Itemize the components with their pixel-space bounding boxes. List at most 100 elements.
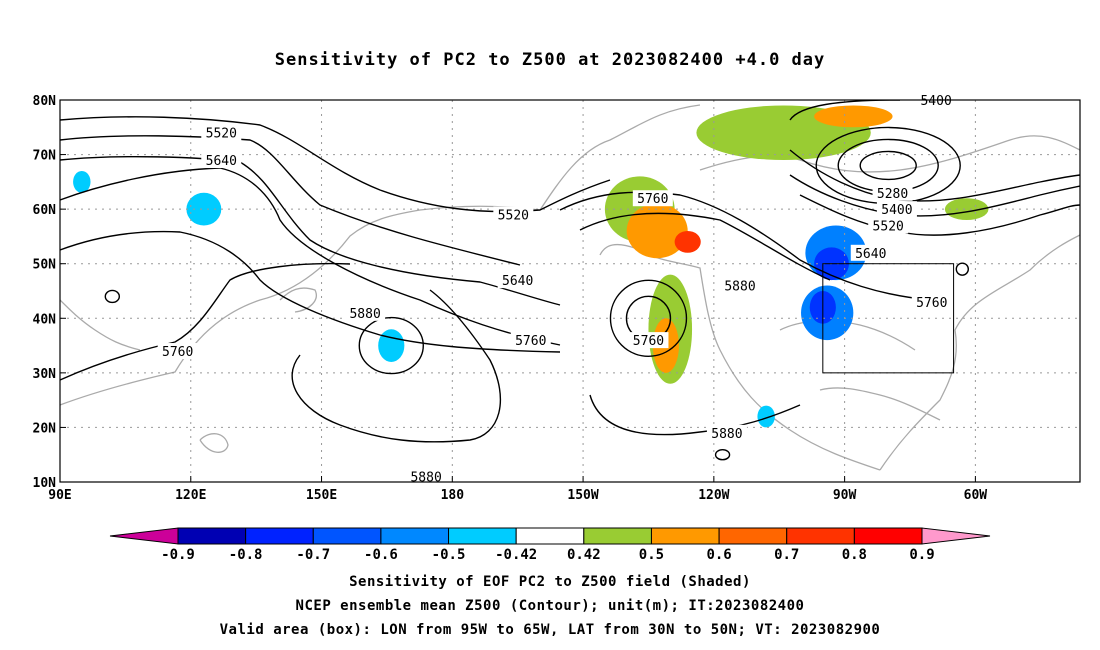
z500-contour-12 [589,394,801,436]
coastline-7 [279,287,317,313]
colorbar-tick-9: 0.7 [774,547,799,563]
map-title: Sensitivity of PC2 to Z500 at 2023082400… [274,50,826,70]
colorbar-tick-2: -0.7 [296,547,330,563]
coastline-5 [60,299,141,351]
contour-label-bg-7 [406,468,447,485]
contour-label-bg-3 [497,272,538,289]
coastline-3 [879,234,1080,471]
contour-label-bg-0 [201,124,242,141]
lon-tick-label-150W: 150W [567,488,598,503]
colorbar-tick-7: 0.5 [639,547,664,563]
z500-contour-7 [579,212,831,281]
colorbar-segment-0 [177,527,247,545]
z500-closed-contour-8 [714,449,731,461]
lon-tick-label-60W: 60W [964,488,988,503]
contour-layer [60,100,1080,461]
lat-tick-label-60N: 60N [33,203,57,218]
lat-tick-label-40N: 40N [33,312,57,327]
z500-closed-contour-6 [104,289,121,304]
colorbar-segment-9 [786,527,855,545]
colorbar-high-triangle [921,527,991,545]
coastline-0 [60,205,541,406]
colorbar-segment-8 [718,527,788,545]
z500-closed-contour-5 [358,316,424,375]
z500-contour-13 [291,289,502,443]
contour-label-11: 5880 [711,427,742,442]
colorbar-segment-5 [515,527,585,545]
lat-tick-label-70N: 70N [33,149,57,164]
z500-closed-contour-4 [609,279,688,357]
contour-label-5: 5760 [515,334,546,349]
contour-label-bg-15 [868,217,909,234]
lon-tick-label-150E: 150E [306,488,337,503]
colorbar-tick-8: 0.6 [706,547,731,563]
colorbar-segment-4 [448,527,517,545]
lat-tick-label-50N: 50N [33,258,57,273]
colorbar-segment-1 [245,527,314,545]
coastline-9 [779,320,916,351]
contour-label-bg-17 [911,293,952,310]
contour-label-2: 5520 [498,209,529,224]
contour-label-bg-14 [876,201,917,218]
contour-label-15: 5520 [873,220,904,235]
shaded-region-12 [186,192,222,226]
valid-area-rect [822,263,955,374]
z500-contour-6 [559,191,931,301]
lon-tick-label-180: 180 [441,488,465,503]
footer-line-3: Valid area (box): LON from 95W to 65W, L… [219,622,881,638]
lon-tick-label-90E: 90E [48,488,71,503]
contour-label-0: 5520 [206,127,237,142]
lat-tick-label-30N: 30N [33,367,57,382]
lat-tick-label-20N: 20N [33,421,57,436]
contour-label-bg-6 [157,343,198,360]
colorbar-tick-4: -0.5 [432,547,466,563]
plot-frame [59,99,1081,483]
shaded-region-14 [378,329,405,362]
colorbar-tick-3: -0.6 [364,547,398,563]
lat-tick-label-10N: 10N [33,476,57,491]
contour-label-bg-1 [201,152,242,169]
contour-label-8: 5760 [637,192,668,207]
shaded-region-13 [73,170,91,193]
contour-label-bg-4 [345,304,386,321]
footer-line-1: Sensitivity of EOF PC2 to Z500 field (Sh… [349,574,751,590]
contour-label-bg-10 [720,277,760,294]
shaded-region-7 [944,198,989,221]
axis-ticks: 90E 120E 150E 180 150W 120W 90W 60W 80N 70N 60N 50N… [33,94,988,503]
colorbar-segment-7 [650,527,720,545]
colorbar-segment-3 [380,527,450,545]
contour-label-4: 5880 [349,307,380,322]
contour-label-7: 5880 [410,471,441,486]
z500-contour-1 [60,135,521,266]
z500-contour-8 [799,194,1080,236]
colorbar-segment-6 [583,527,652,545]
lat-tick-label-80N: 80N [33,94,57,109]
z500-closed-contour-7 [955,262,970,276]
colorbar-tick-0: -0.9 [161,547,195,563]
colorbar-tick-6: 0.42 [567,547,601,563]
shaded-region-15 [757,405,775,428]
shaded-region-6 [814,105,893,128]
contour-label-16: 5640 [855,247,886,262]
contour-label-bg-11 [706,424,747,441]
z500-contour-2 [60,155,561,306]
contour-label-6: 5760 [162,345,193,360]
colorbar: -0.9 -0.8 -0.7 -0.6 -0.5 -0.42 0.42 0.5 0.6 0.7 0.… [109,527,991,563]
colorbar-tick-1: -0.8 [229,547,263,563]
contour-label-10: 5880 [724,280,755,295]
z500-contour-4 [60,230,561,353]
colorbar-tick-11: 0.9 [909,547,934,563]
contour-label-17: 5760 [916,296,947,311]
contour-label-1: 5640 [206,154,237,169]
coastline-layer [60,104,1080,471]
z500-closed-contour-0 [859,150,917,181]
contour-label-bg-9 [628,332,669,349]
contour-label-12: 5400 [920,94,951,109]
colorbar-low-triangle [109,527,179,545]
coastline-1 [539,104,701,211]
lon-tick-label-120E: 120E [175,488,206,503]
contour-label-9: 5760 [633,334,664,349]
contour-label-13: 5280 [877,187,908,202]
z500-contour-3 [60,167,561,346]
contour-label-bg-8 [632,190,673,207]
